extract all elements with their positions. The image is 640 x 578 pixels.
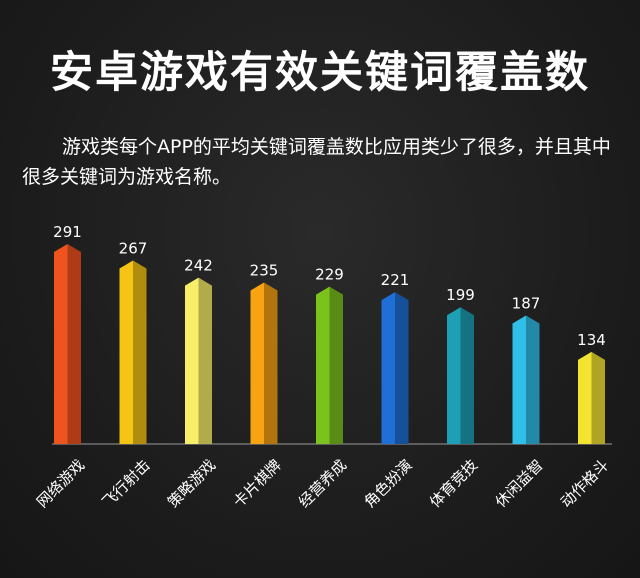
bar-face-front bbox=[250, 282, 264, 444]
data-label: 242 bbox=[184, 257, 213, 275]
bar-face-front bbox=[316, 286, 330, 444]
category-label: 动作格斗 bbox=[557, 456, 612, 511]
bar-4 bbox=[250, 282, 278, 444]
category-label: 卡片棋牌 bbox=[230, 456, 285, 511]
data-label: 134 bbox=[577, 331, 606, 349]
bar-face-side bbox=[591, 351, 605, 444]
bar-7 bbox=[447, 307, 474, 444]
data-label: 229 bbox=[315, 266, 344, 284]
bar-face-front bbox=[381, 292, 395, 444]
category-label: 飞行射击 bbox=[99, 456, 154, 511]
bar-face-side bbox=[67, 244, 81, 444]
bar-face-front bbox=[512, 315, 526, 444]
bar-face-front bbox=[54, 244, 68, 444]
bar-face-side bbox=[329, 286, 343, 444]
bar-6 bbox=[381, 292, 409, 444]
bar-1 bbox=[54, 244, 81, 444]
bar-2 bbox=[119, 260, 147, 444]
category-label: 网络游戏 bbox=[33, 456, 88, 511]
category-label: 角色扮演 bbox=[361, 456, 416, 511]
bar-face-front bbox=[447, 307, 461, 444]
bar-9 bbox=[578, 351, 605, 444]
bar-face-side bbox=[395, 292, 409, 444]
bar-face-side bbox=[460, 307, 474, 444]
bar-face-side bbox=[264, 282, 278, 444]
category-label: 休闲益智 bbox=[492, 456, 547, 511]
bar-face-front bbox=[119, 260, 133, 444]
data-label: 221 bbox=[381, 271, 410, 289]
bar-face-side bbox=[198, 277, 212, 444]
bar-face-side bbox=[133, 260, 147, 444]
category-label: 体育竞技 bbox=[426, 456, 481, 511]
bar-face-side bbox=[526, 315, 540, 444]
bar-8 bbox=[512, 315, 540, 444]
data-label: 267 bbox=[119, 239, 148, 257]
bar-face-front bbox=[185, 277, 199, 444]
data-label: 235 bbox=[250, 261, 279, 279]
chart-title: 安卓游戏有效关键词覆盖数 bbox=[50, 48, 590, 98]
chart-description: 游戏类每个APP的平均关键词覆盖数比应用类少了很多，并且其中很多关键词为游戏名称… bbox=[22, 136, 611, 188]
category-label: 策略游戏 bbox=[164, 456, 219, 511]
bar-5 bbox=[316, 286, 343, 444]
data-label: 187 bbox=[512, 294, 541, 312]
bar-3 bbox=[185, 277, 212, 444]
data-label: 291 bbox=[53, 223, 82, 241]
data-label: 199 bbox=[446, 286, 475, 304]
category-label: 经营养成 bbox=[295, 456, 350, 511]
bar-face-front bbox=[578, 351, 592, 444]
